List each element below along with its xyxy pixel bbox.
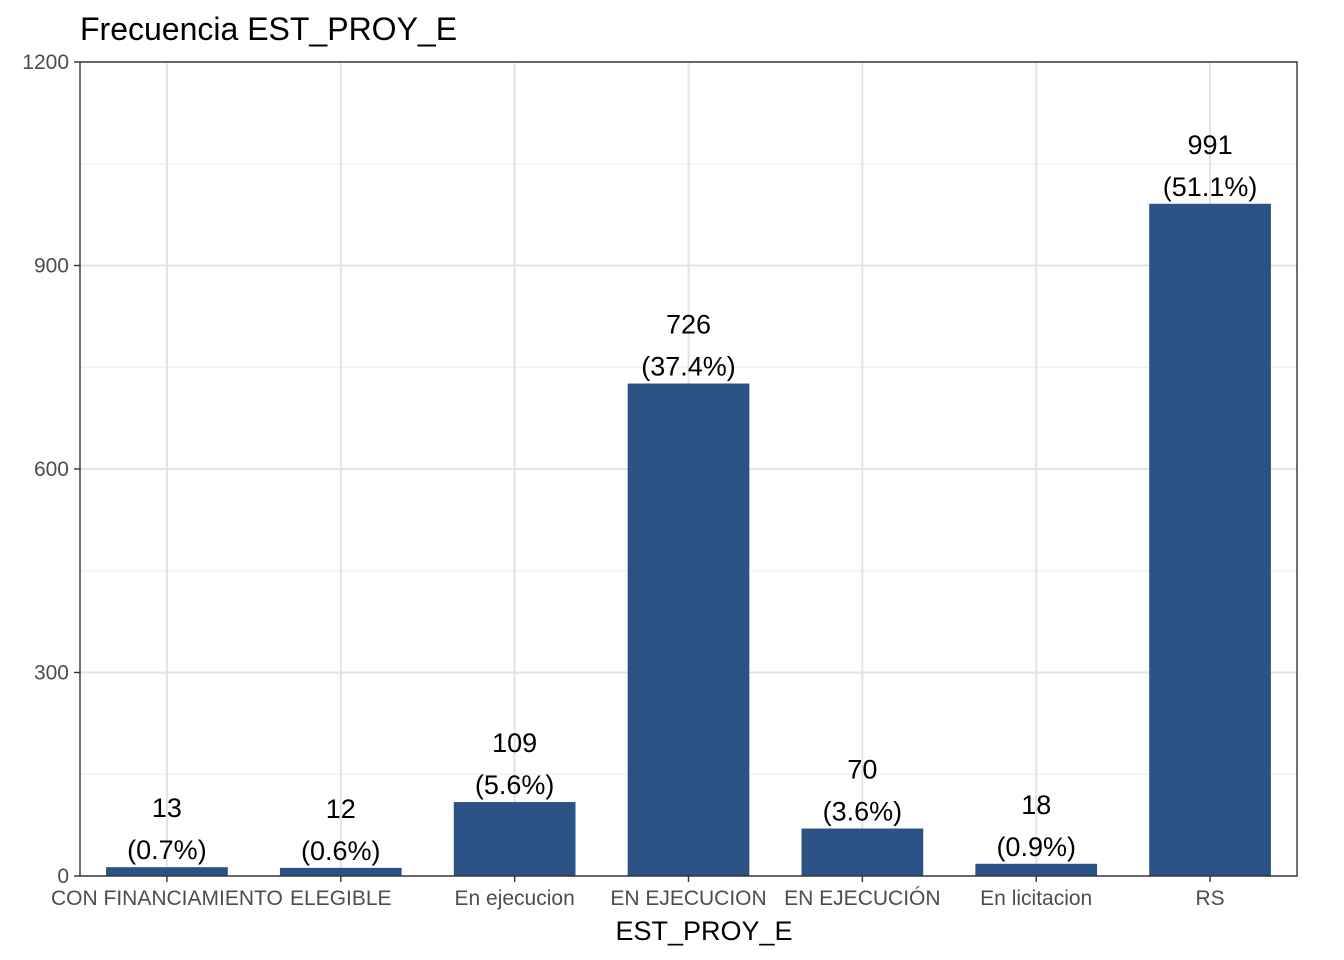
bars: [106, 203, 1271, 876]
bar: [279, 867, 402, 876]
y-tick-label: 0: [57, 865, 69, 888]
bar-count-label: 18: [1021, 790, 1051, 820]
bar-count-label: 13: [152, 793, 182, 823]
bar-percent-label: (0.7%): [127, 835, 207, 865]
bar-percent-label: (37.4%): [641, 352, 736, 382]
bar: [975, 863, 1098, 876]
bar: [627, 383, 750, 876]
x-tick-label: En ejecucion: [455, 887, 575, 910]
y-tick-label: 300: [34, 662, 69, 685]
y-tick-label: 900: [34, 255, 69, 278]
x-tick-label: En licitacion: [980, 887, 1092, 910]
bar-count-label: 12: [326, 794, 356, 824]
bar-count-label: 70: [847, 755, 877, 785]
bar-count-label: 726: [666, 310, 711, 340]
x-tick-label: CON FINANCIAMIENTO: [51, 887, 283, 910]
bar-percent-label: (0.6%): [301, 836, 381, 866]
y-axis: 0 300 600 900 1200: [22, 51, 80, 888]
bar-count-label: 109: [492, 728, 537, 758]
x-tick-label: ELEGIBLE: [290, 887, 392, 910]
x-tick-label: RS: [1195, 887, 1224, 910]
bar: [106, 867, 228, 876]
x-tick-label: EN EJECUCION: [610, 887, 766, 910]
bar-percent-label: (5.6%): [475, 770, 555, 800]
y-tick-label: 600: [34, 458, 69, 481]
bar-percent-label: (3.6%): [823, 797, 903, 827]
x-axis: CON FINANCIAMIENTO ELEGIBLE En ejecucion EN…: [51, 876, 1225, 910]
bar: [1149, 203, 1271, 876]
bar: [801, 828, 924, 876]
bar-labels: (0.7%) 13 (0.6%) 12 (5.6%) 109 (37.4%) 726 (3.6%…: [127, 130, 1257, 866]
bar: [453, 802, 576, 876]
bar-percent-label: (0.9%): [996, 832, 1076, 862]
bar-count-label: 991: [1188, 130, 1233, 160]
x-axis-title: EST_PROY_E: [615, 916, 792, 946]
x-tick-label: EN EJECUCIÓN: [784, 887, 940, 910]
y-tick-label: 1200: [22, 51, 69, 74]
chart-title: Frecuencia EST_PROY_E: [80, 11, 457, 47]
bar-percent-label: (51.1%): [1163, 172, 1258, 202]
